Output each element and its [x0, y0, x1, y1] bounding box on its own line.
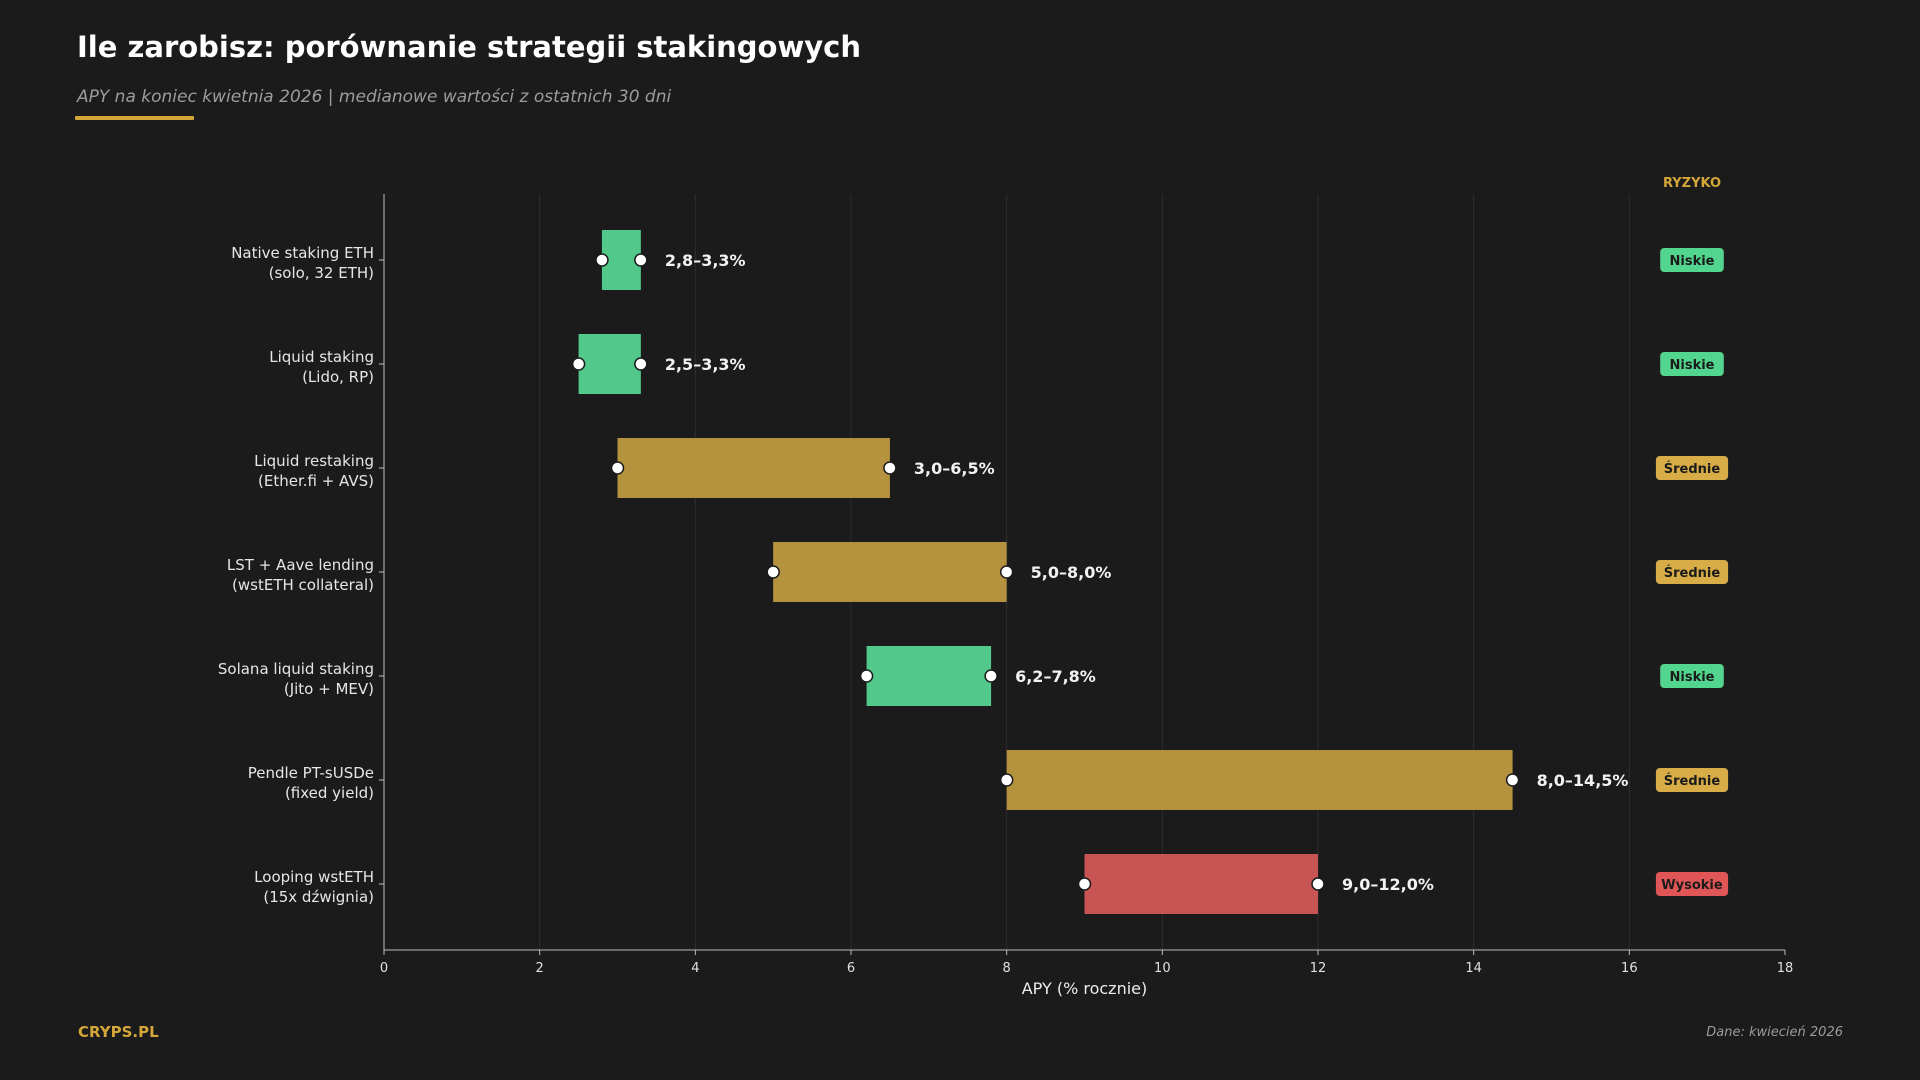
- range-min-marker: [859, 669, 874, 683]
- range-min-marker: [999, 773, 1014, 787]
- range-value-label: 6,2–7,8%: [1015, 667, 1096, 686]
- category-label-line1: Looping wstETH: [254, 868, 374, 886]
- range-max-marker: [984, 669, 998, 683]
- category-label-line1: Native staking ETH: [231, 244, 374, 262]
- category-label-line1: Solana liquid staking: [218, 660, 374, 678]
- range-value-label: 2,5–3,3%: [665, 355, 746, 374]
- brand-logo-text: CRYPS.PL: [78, 1023, 159, 1041]
- range-value-label: 5,0–8,0%: [1031, 563, 1112, 582]
- range-min-marker: [1077, 877, 1092, 891]
- x-tick-label: 10: [1154, 961, 1171, 976]
- category-label-line2: (Jito + MEV): [284, 680, 374, 698]
- category-labels: Native staking ETH (solo, 32 ETH) Liquid s…: [218, 244, 374, 906]
- range-max-marker: [634, 253, 648, 267]
- range-bar: [773, 542, 1007, 602]
- range-bar: [1006, 750, 1513, 810]
- category-label-line2: (fixed yield): [285, 784, 374, 802]
- category-label-line2: (wstETH collateral): [232, 576, 374, 594]
- range-min-marker: [766, 565, 780, 579]
- risk-badge: [1655, 560, 1729, 584]
- range-min-marker: [595, 253, 609, 267]
- risk-badge-label: Wysokie: [1661, 878, 1723, 893]
- risk-column: RYZYKO Niskie Niskie Średnie Średnie Niskie Śr…: [1655, 176, 1729, 896]
- range-bar: [1084, 854, 1318, 914]
- risk-column-header: RYZYKO: [1663, 176, 1721, 191]
- risk-badge-label: Średnie: [1664, 461, 1721, 477]
- x-tick-label: 14: [1465, 961, 1482, 976]
- chart-subtitle: APY na koniec kwietnia 2026 | medianowe …: [77, 87, 672, 107]
- data-source-note: Dane: kwiecień 2026: [1706, 1025, 1843, 1040]
- risk-badge: [1660, 248, 1724, 272]
- risk-badge-label: Średnie: [1664, 565, 1721, 581]
- x-tick-label: 6: [847, 961, 855, 976]
- range-max-marker: [1505, 773, 1520, 787]
- axes: 0 2 4 6 8 10 12 14 16 18 APY (% rocznie): [379, 194, 1793, 998]
- category-label-line1: Liquid restaking: [254, 452, 374, 470]
- x-tick-label: 4: [691, 961, 699, 976]
- range-max-marker: [883, 461, 897, 475]
- category-label-line2: (Lido, RP): [302, 368, 374, 386]
- risk-badge-label: Niskie: [1670, 254, 1715, 269]
- range-value-label: 8,0–14,5%: [1537, 771, 1629, 790]
- x-axis-label: APY (% rocznie): [1022, 979, 1148, 998]
- category-label-line2: (Ether.fi + AVS): [258, 472, 374, 490]
- range-min-marker: [571, 357, 586, 371]
- x-tick-label: 8: [1003, 961, 1011, 976]
- category-label-line1: Pendle PT-sUSDe: [248, 764, 374, 782]
- x-tick-label: 0: [380, 961, 388, 976]
- category-label-line1: Liquid staking: [269, 348, 374, 366]
- risk-badge: [1655, 872, 1729, 896]
- range-max-marker: [1311, 877, 1325, 891]
- x-tick-label: 18: [1777, 961, 1794, 976]
- category-label-line2: (solo, 32 ETH): [269, 264, 374, 282]
- x-tick-label: 2: [536, 961, 544, 976]
- range-bars: 2,8–3,3% 2,5–3,3% 3,0–6,5% 5,0–8,0% 6,2–7,8%…: [571, 230, 1629, 914]
- risk-badge-label: Niskie: [1670, 358, 1715, 373]
- range-min-marker: [610, 461, 625, 475]
- category-label-line1: LST + Aave lending: [227, 556, 374, 574]
- range-value-label: 9,0–12,0%: [1342, 875, 1434, 894]
- risk-badge: [1655, 768, 1729, 792]
- chart-title: Ile zarobisz: porównanie strategii staki…: [77, 30, 862, 64]
- range-bar: [866, 646, 992, 706]
- title-accent-line: [75, 116, 194, 120]
- range-bar: [617, 438, 890, 498]
- risk-badge-label: Niskie: [1670, 670, 1715, 685]
- range-max-marker: [999, 565, 1014, 579]
- risk-badge-label: Średnie: [1664, 773, 1721, 789]
- x-tick-label: 12: [1310, 961, 1327, 976]
- x-tick-label: 16: [1621, 961, 1638, 976]
- risk-badge: [1660, 664, 1724, 688]
- range-max-marker: [634, 357, 648, 371]
- range-value-label: 2,8–3,3%: [665, 251, 746, 270]
- range-bar: [578, 334, 641, 394]
- range-value-label: 3,0–6,5%: [914, 459, 995, 478]
- risk-badge: [1660, 352, 1724, 376]
- category-label-line2: (15x dźwignia): [263, 888, 374, 906]
- risk-badge: [1655, 456, 1729, 480]
